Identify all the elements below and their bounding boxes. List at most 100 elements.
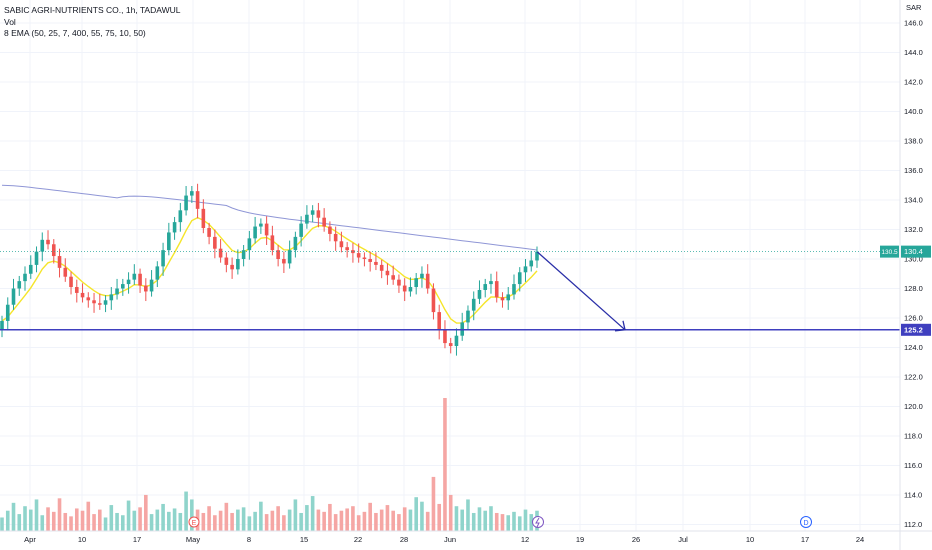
y-tick-label: 112.0 — [904, 520, 922, 529]
x-tick-label: Jul — [678, 535, 688, 544]
candle-body — [339, 241, 344, 248]
last-price-mini-badge — [880, 245, 899, 258]
candle-body — [293, 236, 298, 251]
forecast-line — [536, 251, 626, 331]
candle — [74, 279, 79, 303]
candle-body — [46, 239, 50, 245]
ema-slow — [1, 184, 538, 251]
volume-bar — [121, 515, 125, 531]
candle — [195, 183, 200, 219]
volume-bar — [0, 517, 4, 531]
candle-body — [97, 303, 102, 305]
drawings — [0, 251, 900, 332]
volume-bar — [51, 511, 56, 531]
x-tick-label: 12 — [521, 535, 529, 544]
candle — [443, 320, 447, 349]
candle-body — [356, 253, 361, 258]
last-price-mini-label: 130.5 — [881, 249, 898, 256]
y-tick-label: 116.0 — [904, 461, 922, 470]
volume-bar — [241, 507, 246, 531]
volume-bar — [322, 511, 326, 531]
candle-body — [466, 310, 470, 323]
currency-label: SAR — [906, 3, 922, 12]
candle-body — [259, 223, 263, 227]
ema-indicator-label[interactable]: 8 EMA (50, 25, 7, 400, 55, 75, 10, 50) — [4, 28, 146, 38]
candle — [483, 278, 488, 298]
candle-body — [494, 281, 499, 298]
candle-body — [535, 251, 539, 261]
candle-body — [92, 300, 96, 304]
candle-body — [5, 304, 10, 321]
volume-bar — [126, 500, 131, 531]
volume-indicator-label[interactable]: Vol — [4, 16, 16, 27]
time-axis: Apr 10 17 May 8 15 22 28 Jun 12 19 26 Jul 10 17 24 — [24, 535, 864, 544]
y-tick-label: 136.0 — [904, 166, 923, 175]
y-tick-label: 140.0 — [904, 107, 923, 116]
volume-bar — [46, 507, 50, 531]
candle — [115, 278, 119, 300]
x-tick-label: 15 — [300, 535, 308, 544]
volume-bar — [144, 494, 148, 531]
volume-bar — [517, 516, 522, 531]
x-tick-label: 19 — [576, 535, 584, 544]
y-tick-label: 130.0 — [904, 255, 923, 264]
x-tick-label: 26 — [632, 535, 640, 544]
candle — [397, 274, 401, 293]
candle — [471, 291, 476, 321]
candle-body — [195, 191, 200, 209]
volume-bar — [201, 512, 206, 531]
candle-body — [230, 264, 234, 270]
candle — [230, 257, 234, 279]
candle-body — [443, 329, 447, 344]
volume-bar — [253, 511, 257, 531]
volume-bar — [5, 510, 10, 531]
candle — [339, 231, 344, 253]
candle-body — [477, 289, 482, 299]
candle-body — [345, 247, 349, 251]
volume-bar — [414, 497, 418, 531]
x-tick-label: 8 — [247, 535, 251, 544]
candle — [97, 293, 102, 310]
volume-bar — [305, 505, 309, 531]
candle — [34, 246, 39, 273]
y-tick-label: 142.0 — [904, 78, 923, 87]
candle — [408, 277, 413, 297]
volume-bar — [11, 502, 16, 531]
candle-body — [126, 279, 131, 285]
candle — [253, 216, 257, 244]
candle — [500, 292, 505, 308]
volume-bar — [477, 507, 482, 531]
candle-body — [218, 248, 223, 258]
volume-bar — [155, 509, 160, 531]
candle — [466, 305, 470, 330]
volume-bar — [339, 510, 344, 531]
volume-bar — [264, 514, 269, 531]
volume-bar — [74, 508, 79, 531]
candle — [92, 292, 96, 313]
candle-body — [109, 294, 114, 301]
candle-body — [299, 223, 303, 237]
candle-body — [17, 281, 22, 289]
volume-bar — [287, 509, 292, 531]
volume-bar — [230, 512, 234, 531]
candle — [299, 216, 303, 247]
volume-bar — [23, 506, 27, 531]
candle-body — [431, 288, 436, 313]
candle — [333, 226, 338, 251]
split-marker-icon — [532, 516, 544, 528]
candle — [391, 265, 395, 285]
candle-body — [103, 300, 108, 305]
candle — [420, 266, 424, 288]
candle-body — [362, 257, 367, 259]
volume-bar — [86, 501, 91, 531]
symbol-title[interactable]: SABIC AGRI-NUTRIENTS CO., 1h, TADAWUL — [4, 5, 181, 15]
candle-body — [328, 226, 332, 234]
candle — [167, 222, 171, 256]
volume-bar — [379, 509, 384, 531]
volume-bar — [374, 512, 378, 531]
candle — [144, 278, 148, 302]
volume-bar — [276, 506, 280, 531]
x-tick-label: 10 — [746, 535, 754, 544]
